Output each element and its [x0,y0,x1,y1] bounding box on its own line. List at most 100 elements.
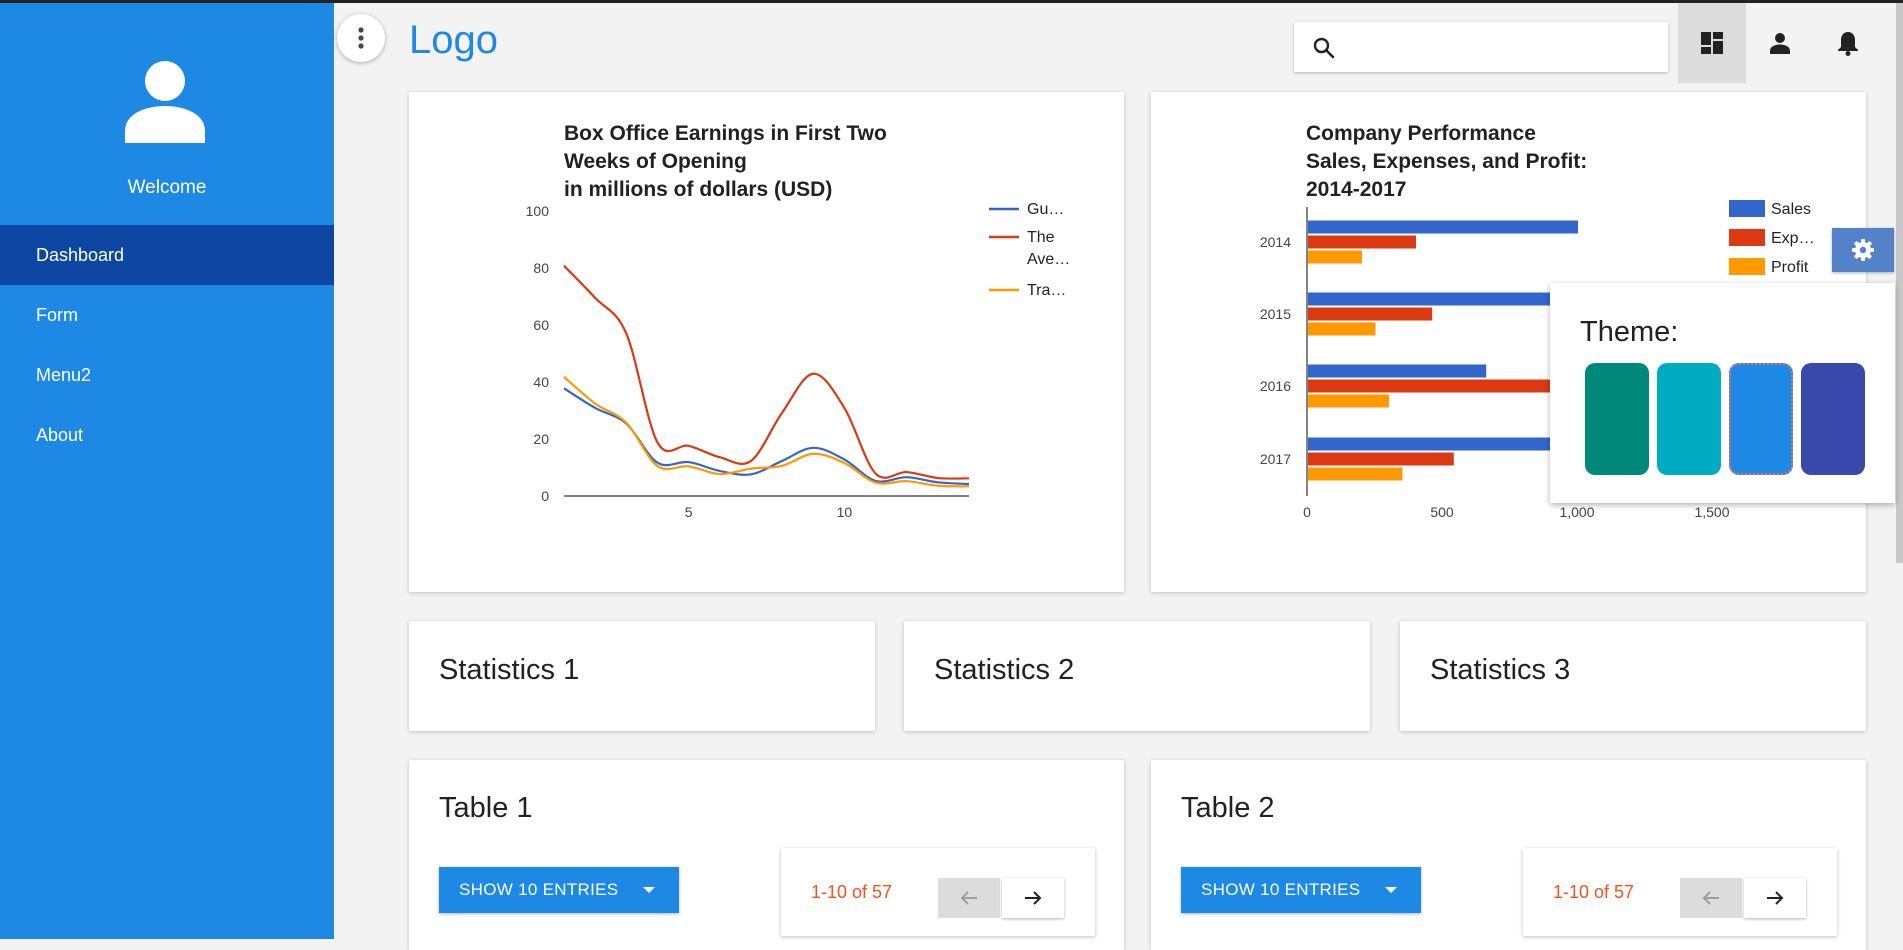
x-tick-label: 0 [1303,504,1311,520]
bar [1308,322,1376,336]
bar [1308,250,1362,264]
legend-label: Gu… [1027,201,1064,218]
more-menu-button[interactable] [337,14,385,62]
show-entries-label: SHOW 10 ENTRIES [1201,880,1361,899]
more-vert-icon [358,27,364,49]
box-office-chart-card: Box Office Earnings in First Two Weeks o… [409,92,1124,592]
legend-label: Exp… [1771,230,1815,247]
dashboard-button[interactable] [1678,3,1746,83]
y-tick-label: 80 [533,260,549,276]
y-tick-label: 2017 [1260,451,1291,467]
x-tick-label: 1,000 [1559,504,1594,520]
y-tick-label: 0 [541,488,549,504]
search-icon [1313,37,1335,59]
legend-label: Tra… [1027,282,1066,299]
arrow-left-icon [960,891,977,905]
x-tick-label: 1,500 [1694,504,1729,520]
bar [1308,379,1611,393]
legend-swatch [1729,229,1765,246]
next-page-button[interactable] [1002,878,1064,918]
y-tick-label: 40 [533,374,549,390]
sidebar-item-about[interactable]: About [36,425,84,445]
show-entries-button[interactable]: SHOW 10 ENTRIES [439,867,679,913]
statistics-title: Statistics 2 [934,654,1075,686]
bar [1308,394,1389,408]
statistics-card: Statistics 1 [409,621,875,731]
bar [1308,220,1578,234]
legend-label: Sales [1771,201,1811,218]
arrow-left-icon [1702,891,1719,905]
theme-swatch-teal[interactable] [1585,363,1649,475]
arrow-right-icon [1767,891,1784,905]
account-button[interactable] [1746,3,1814,83]
theme-panel: Theme: [1550,283,1895,503]
legend-swatch [1729,200,1765,217]
search-input[interactable] [1350,30,1654,66]
bar [1308,467,1403,481]
y-tick-label: 100 [526,203,550,219]
settings-button[interactable] [1832,228,1894,272]
arrow-right-icon [1025,891,1042,905]
next-page-button[interactable] [1744,878,1806,918]
series-line [563,376,970,488]
chart-title-line: Company Performance [1306,122,1536,145]
sidebar-item-dashboard[interactable]: Dashboard [0,225,334,285]
chart-title-line: in millions of dollars (USD) [564,178,833,201]
legend-label: Profit [1771,259,1809,276]
chart-title-line: Weeks of Opening [564,150,747,173]
bar [1308,292,1624,306]
statistics-card: Statistics 2 [904,621,1370,731]
y-tick-label: 2015 [1260,306,1291,322]
series-line [563,387,970,486]
y-tick-label: 60 [533,317,549,333]
theme-swatch-cyan[interactable] [1657,363,1721,475]
show-entries-button[interactable]: SHOW 10 ENTRIES [1181,867,1421,913]
x-tick-label: 10 [837,504,853,520]
theme-swatch-blue[interactable] [1729,363,1793,475]
bar-chart: 2014 2015 2016 2017 0 500 1,000 1,500 Sales Exp… [1260,200,1815,520]
theme-swatch-indigo[interactable] [1801,363,1865,475]
search-box[interactable] [1294,22,1668,72]
sidebar: Welcome Dashboard Form Menu2 About [0,3,334,939]
bar [1308,452,1454,466]
table-card: Table 1 SHOW 10 ENTRIES 1-10 of 57 [409,760,1124,950]
legend-label: The [1027,229,1055,246]
theme-label: Theme: [1580,316,1679,348]
y-tick-label: 20 [533,431,549,447]
scrollbar[interactable] [1896,3,1903,563]
pagination: 1-10 of 57 [781,848,1095,936]
table-title: Table 1 [439,792,533,824]
person-icon [125,61,205,143]
chart-title-line: 2014-2017 [1306,178,1407,201]
sidebar-item-menu2[interactable]: Menu2 [36,365,92,385]
series-line [563,264,970,480]
y-tick-label: 2014 [1260,234,1291,250]
y-tick-label: 2016 [1260,378,1291,394]
bar [1308,364,1487,378]
person-icon [1770,33,1790,54]
line-chart: 100 80 60 40 20 0 5 10 Gu… The Ave… Tra… [526,201,1071,520]
statistics-card: Statistics 3 [1400,621,1866,731]
statistics-title: Statistics 3 [1430,654,1571,686]
chart-title: Box Office Earnings in First Two Weeks o… [564,120,887,204]
chart-title: Company Performance Sales, Expenses, and… [1306,120,1587,204]
prev-page-button[interactable] [1680,878,1742,918]
bar [1308,437,1587,451]
legend-swatch [1729,258,1765,275]
chart-title-line: Sales, Expenses, and Profit: [1306,150,1588,173]
caret-down-icon [643,887,655,893]
notifications-button[interactable] [1814,3,1882,83]
page-count: 1-10 of 57 [1553,882,1635,902]
sidebar-item-form[interactable]: Form [36,305,78,325]
chart-title-line: Box Office Earnings in First Two [564,122,887,145]
legend-label: Ave… [1027,251,1070,268]
sidebar-nav: Dashboard Form Menu2 About [0,225,334,465]
statistics-title: Statistics 1 [439,654,580,686]
gear-icon [1852,239,1874,261]
logo[interactable]: Logo [409,18,498,62]
prev-page-button[interactable] [938,878,1000,918]
caret-down-icon [1385,887,1397,893]
page-count: 1-10 of 57 [811,882,893,902]
bell-icon [1838,32,1858,56]
bar [1308,235,1416,249]
